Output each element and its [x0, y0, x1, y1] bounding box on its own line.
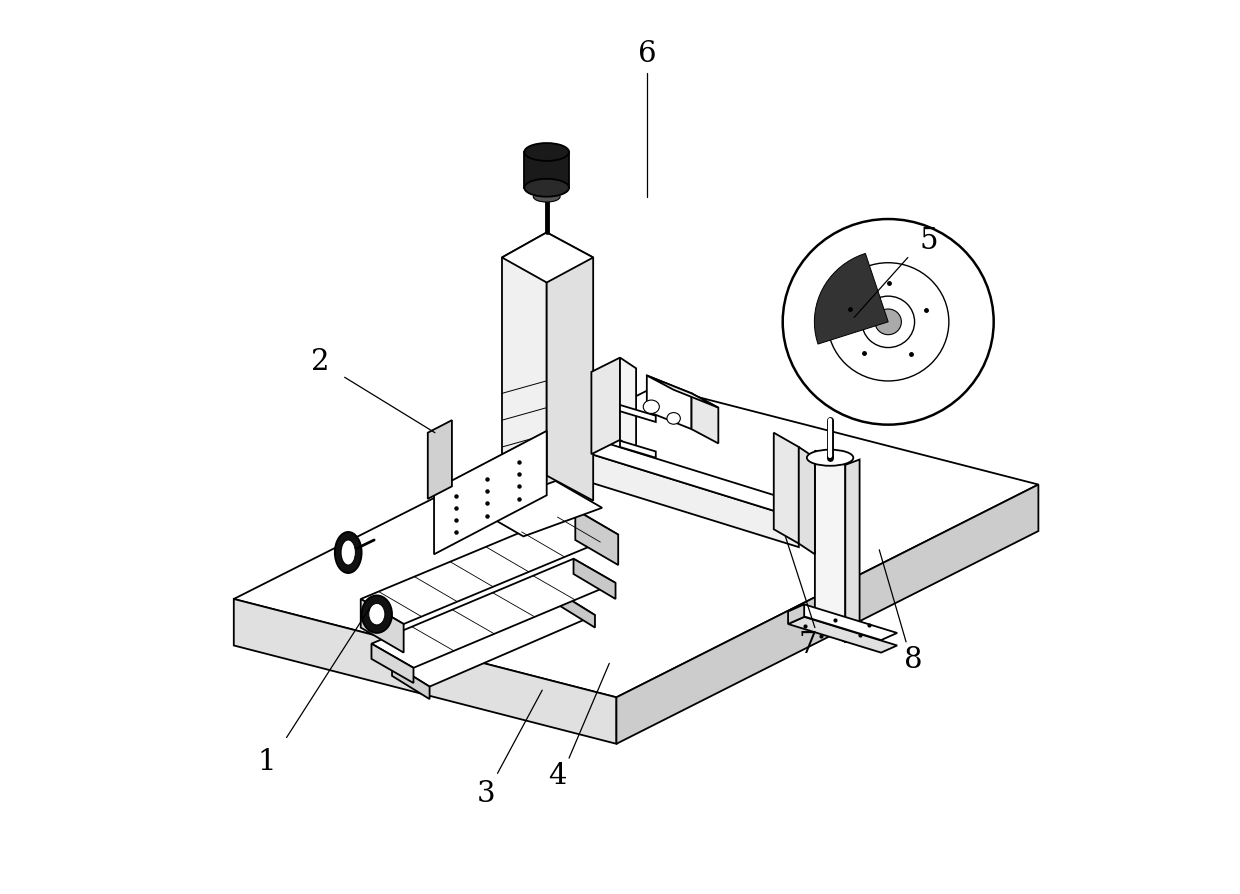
Polygon shape [234, 599, 616, 744]
Polygon shape [620, 441, 656, 458]
Text: 1: 1 [258, 747, 277, 776]
Text: 8: 8 [904, 645, 923, 674]
Polygon shape [591, 454, 799, 547]
Text: 5: 5 [919, 227, 937, 256]
Polygon shape [361, 599, 404, 653]
Ellipse shape [335, 532, 362, 573]
Polygon shape [392, 663, 429, 699]
Ellipse shape [807, 450, 853, 466]
Ellipse shape [862, 296, 915, 348]
Polygon shape [434, 431, 547, 554]
Ellipse shape [827, 263, 949, 381]
Ellipse shape [525, 179, 569, 197]
Polygon shape [477, 447, 603, 510]
Polygon shape [547, 232, 593, 501]
Polygon shape [591, 443, 815, 519]
Text: 4: 4 [548, 762, 567, 790]
Ellipse shape [368, 603, 384, 625]
Ellipse shape [782, 219, 993, 425]
Polygon shape [789, 604, 898, 640]
Polygon shape [525, 152, 569, 188]
Polygon shape [789, 617, 898, 653]
Polygon shape [428, 420, 451, 499]
Text: 6: 6 [637, 39, 656, 68]
Text: 2: 2 [311, 348, 330, 376]
Polygon shape [620, 405, 656, 422]
Polygon shape [372, 644, 413, 683]
Ellipse shape [525, 143, 569, 161]
Polygon shape [434, 431, 547, 540]
Text: 3: 3 [476, 780, 495, 808]
Polygon shape [789, 604, 805, 624]
Polygon shape [846, 460, 859, 642]
Polygon shape [502, 232, 593, 283]
Polygon shape [575, 510, 619, 565]
Polygon shape [774, 433, 799, 544]
Polygon shape [392, 592, 595, 687]
Polygon shape [477, 481, 603, 536]
Ellipse shape [644, 401, 660, 413]
Polygon shape [574, 559, 615, 599]
Ellipse shape [362, 595, 392, 633]
Polygon shape [616, 485, 1038, 744]
Polygon shape [372, 559, 615, 668]
Polygon shape [591, 358, 620, 454]
Polygon shape [502, 232, 547, 501]
Polygon shape [815, 253, 888, 344]
Polygon shape [558, 592, 595, 628]
Polygon shape [647, 375, 692, 429]
Polygon shape [692, 393, 718, 443]
Polygon shape [361, 510, 619, 624]
Polygon shape [647, 375, 718, 408]
Ellipse shape [667, 413, 681, 425]
Text: 7: 7 [799, 631, 817, 660]
Polygon shape [234, 386, 1038, 697]
Polygon shape [815, 451, 846, 642]
Polygon shape [620, 358, 636, 451]
Ellipse shape [875, 309, 901, 334]
Polygon shape [799, 447, 815, 554]
Ellipse shape [533, 191, 560, 202]
Ellipse shape [341, 540, 356, 565]
